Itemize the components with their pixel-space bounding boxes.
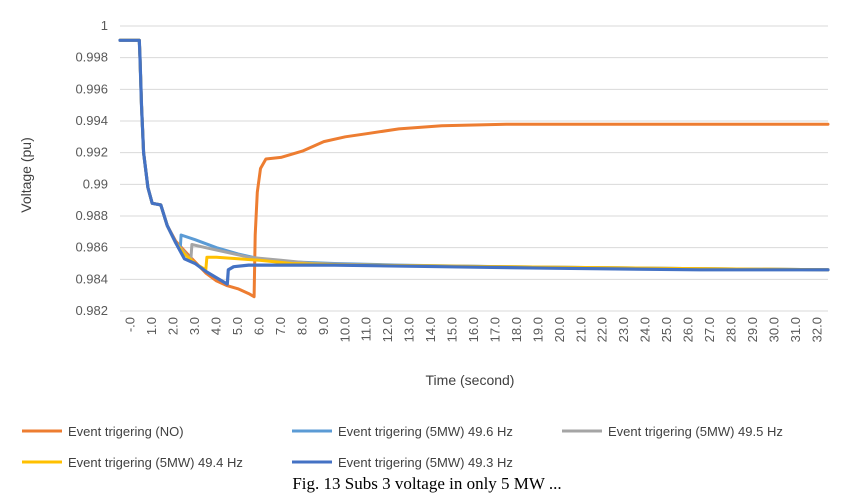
x-tick-label: 4.0: [209, 317, 224, 335]
figure-caption: Fig. 13 Subs 3 voltage in only 5 MW ...: [292, 474, 562, 493]
x-tick-label: 13.0: [402, 317, 417, 342]
x-tick-label: 18.0: [509, 317, 524, 342]
x-tick-label: 23.0: [616, 317, 631, 342]
x-tick-label: 32.0: [809, 317, 824, 342]
x-tick-label: 24.0: [638, 317, 653, 342]
x-tick-label: 25.0: [659, 317, 674, 342]
y-tick-label: 0.998: [75, 50, 108, 65]
x-tick-label: 14.0: [423, 317, 438, 342]
x-axis-ticks: -.0 1.0 2.0 3.0 4.0 5.0 6.0 7.0 8.0 9.0 10.0 11.0 12…: [123, 317, 825, 342]
x-tick-label: 15.0: [445, 317, 460, 342]
series-line-3: [118, 38, 830, 272]
x-tick-label: 26.0: [681, 317, 696, 342]
voltage-line-chart: 0.982 0.984 0.986 0.988 0.99 0.992 0.994 0.996 0…: [18, 18, 830, 470]
series-line-2: [118, 38, 830, 272]
y-tick-label: 0.994: [75, 113, 108, 128]
x-tick-label: 17.0: [487, 317, 502, 342]
x-tick-label: 6.0: [251, 317, 266, 335]
series-line-4: [118, 38, 830, 272]
y-tick-label: 1: [101, 18, 108, 33]
x-tick-label: 21.0: [573, 317, 588, 342]
x-tick-label: 9.0: [316, 317, 331, 335]
legend-label: Event trigering (5MW) 49.6 Hz: [338, 424, 513, 439]
x-tick-label: 12.0: [380, 317, 395, 342]
y-tick-label: 0.99: [83, 176, 108, 191]
x-tick-label: 31.0: [788, 317, 803, 342]
series-line-5: [118, 38, 830, 286]
y-tick-label: 0.992: [75, 145, 108, 160]
x-tick-label: 27.0: [702, 317, 717, 342]
x-tick-label: 30.0: [766, 317, 781, 342]
y-axis-title: Voltage (pu): [18, 137, 34, 213]
legend-label: Event trigering (5MW) 49.3 Hz: [338, 455, 513, 470]
x-axis-title: Time (second): [426, 372, 515, 388]
legend: Event trigering (NO) Event trigering (5MW…: [22, 424, 783, 470]
legend-label: Event trigering (NO): [68, 424, 184, 439]
x-tick-label: 1.0: [144, 317, 159, 335]
x-tick-label: 3.0: [187, 317, 202, 335]
x-tick-label: 20.0: [552, 317, 567, 342]
x-tick-label: 28.0: [723, 317, 738, 342]
x-tick-label: 29.0: [745, 317, 760, 342]
y-tick-label: 0.984: [75, 271, 108, 286]
y-tick-label: 0.988: [75, 208, 108, 223]
x-tick-label: -.0: [123, 317, 138, 332]
legend-label: Event trigering (5MW) 49.5 Hz: [608, 424, 783, 439]
x-tick-label: 19.0: [530, 317, 545, 342]
y-tick-label: 0.996: [75, 81, 108, 96]
y-tick-label: 0.986: [75, 240, 108, 255]
x-tick-label: 5.0: [230, 317, 245, 335]
x-tick-label: 22.0: [595, 317, 610, 342]
series-lines: [118, 38, 830, 299]
x-tick-label: 10.0: [337, 317, 352, 342]
gridlines: [120, 25, 828, 280]
legend-label: Event trigering (5MW) 49.4 Hz: [68, 455, 243, 470]
x-tick-label: 16.0: [466, 317, 481, 342]
x-tick-label: 11.0: [359, 317, 374, 341]
x-tick-label: 7.0: [273, 317, 288, 335]
x-tick-label: 2.0: [166, 317, 181, 335]
y-tick-label: 0.982: [75, 303, 108, 318]
y-axis-ticks: 0.982 0.984 0.986 0.988 0.99 0.992 0.994 0.996 0…: [75, 18, 108, 318]
x-tick-label: 8.0: [294, 317, 309, 335]
